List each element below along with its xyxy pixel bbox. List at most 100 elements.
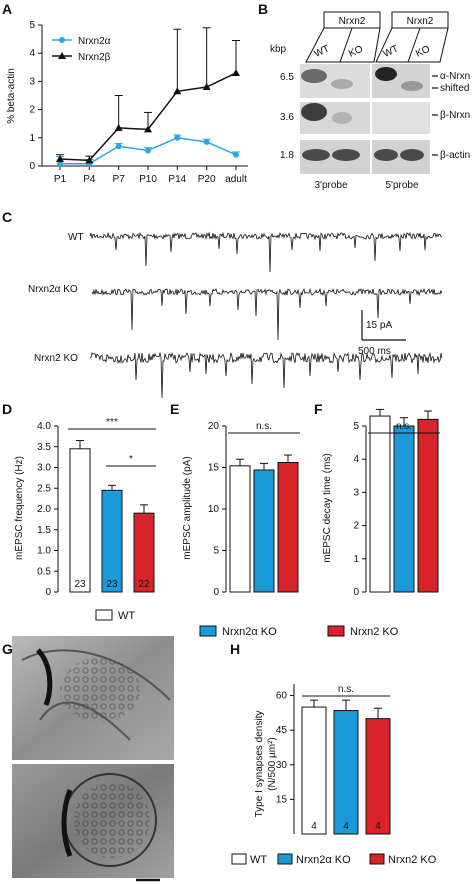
d-ytick-label: 2.0 xyxy=(37,504,51,515)
panel-label-h: H xyxy=(230,641,240,657)
d-n-label: 22 xyxy=(138,579,150,590)
scale-label-ms: 500 ms xyxy=(358,346,391,357)
legend-alpha-marker xyxy=(59,37,65,43)
panel-label-f: F xyxy=(314,401,323,417)
panel-c-mepsc-traces: WT Nrxn2α KO Nrxn2 KO 15 pA 500 ms xyxy=(28,231,443,399)
size-1-8: 1.8 xyxy=(280,150,294,161)
trace-nrxn2a-ko xyxy=(91,287,443,341)
lane-label-ko-2: KO xyxy=(414,44,432,60)
blot-strip-5p-beta xyxy=(372,102,430,134)
legend-wt-swatch xyxy=(95,609,113,621)
size-6-5: 6.5 xyxy=(280,72,294,83)
d-sig-label: *** xyxy=(106,417,118,428)
panel-a-point-beta xyxy=(85,156,94,164)
lane-label-wt-2: WT xyxy=(382,43,401,60)
e-ytick-label: 10 xyxy=(208,504,220,515)
legend-h-wt-label: WT xyxy=(250,854,267,866)
blot-header: Nrxn2 Nrxn2 WT KO WT KO xyxy=(305,11,449,63)
f-ytick-label: 2 xyxy=(353,521,359,532)
e-ytick-label: 15 xyxy=(208,463,220,474)
panel-a-point-beta xyxy=(56,154,64,162)
band-5p-ko-shifted xyxy=(401,81,423,91)
band-3p-wt-beta xyxy=(301,103,327,121)
em-top-synapse-density xyxy=(36,648,53,706)
panel-h-ylabel-line1: Type I synapses density xyxy=(254,711,265,818)
em-top-vesicles xyxy=(60,658,140,722)
panel-a-line-chart: % beta-actin 0 1 2 3 4 5 P1 P4 P7 P10 P14 P20 adult… xyxy=(6,20,248,185)
legend-beta-marker xyxy=(58,52,66,59)
h-bar xyxy=(301,706,327,835)
band-label-beta-actin: β-actin xyxy=(440,150,470,161)
panel-a-point-alpha xyxy=(174,134,181,141)
trace-label-wt: WT xyxy=(68,232,84,243)
e-ytick-label: 0 xyxy=(213,587,219,598)
h-bar xyxy=(333,710,359,835)
band-3p-wt-alpha xyxy=(301,69,327,83)
f-sig-label: n.s. xyxy=(396,421,412,432)
f-ytick-label: 1 xyxy=(353,554,359,565)
panel-label-b: B xyxy=(258,1,268,17)
panel-g-em-micrographs xyxy=(12,636,174,882)
panel-label-e: E xyxy=(170,401,179,417)
group-label-5prime: Nrxn2 xyxy=(407,16,434,27)
legend-alpha-ko-swatch xyxy=(199,625,217,637)
panel-f-bar-chart: mEPSC decay time (ms) 0 1 2 3 4 5 n.s. xyxy=(322,408,440,598)
f-ytick-label: 4 xyxy=(353,454,359,465)
d-ytick-label: 0.5 xyxy=(37,566,51,577)
e-bar xyxy=(229,465,251,593)
legend-alpha-ko-label: Nrxn2α KO xyxy=(222,626,277,638)
panel-b-northern-blot: Nrxn2 Nrxn2 WT KO WT KO kbp 6.5 3.6 1.8 xyxy=(270,11,470,191)
e-ytick-label: 5 xyxy=(213,546,219,557)
panel-a-point-beta xyxy=(173,87,182,95)
band-3p-ko-alpha xyxy=(331,79,353,89)
panel-label-d: D xyxy=(2,401,12,417)
panel-a-point-alpha xyxy=(203,139,210,146)
legend-alpha-label: Nrxn2α xyxy=(78,36,111,47)
band-label-alpha-nrxn: α-Nrxn xyxy=(440,71,470,82)
band-3p-ko-actin xyxy=(332,149,360,161)
e-sig-label: n.s. xyxy=(256,421,272,432)
scale-label-pa: 15 pA xyxy=(366,320,392,331)
d-ytick-label: 3.5 xyxy=(37,442,51,453)
h-ytick-label: 15 xyxy=(276,794,288,805)
h-n-label: 4 xyxy=(311,821,317,832)
band-label-shifted: shifted xyxy=(440,83,469,94)
h-bar xyxy=(365,718,391,835)
panel-a-ytick-label: 4 xyxy=(29,48,35,59)
lane-brackets-3prime xyxy=(305,27,381,63)
d-bar xyxy=(133,512,155,593)
legend-wt-label: WT xyxy=(118,610,135,622)
d-ytick-label: 3.0 xyxy=(37,463,51,474)
panel-a-xtick-label: P10 xyxy=(139,174,157,185)
f-bar xyxy=(393,425,415,593)
band-5p-wt-alpha xyxy=(375,67,397,81)
panel-a-point-beta xyxy=(114,123,123,131)
legend-def: WT Nrxn2α KO Nrxn2 KO xyxy=(95,609,399,638)
kbp-label: kbp xyxy=(270,44,287,55)
d-ytick-label: 1.0 xyxy=(37,546,51,557)
panel-a-xtick-label: adult xyxy=(225,174,247,185)
h-n-label: 4 xyxy=(375,821,381,832)
f-ytick-label: 0 xyxy=(353,587,359,598)
panel-a-point-alpha xyxy=(145,147,151,154)
trace-label-nrxn2-ko: Nrxn2 KO xyxy=(34,353,78,364)
em-top-membrane-1 xyxy=(21,649,171,701)
panel-f-ylabel: mEPSC decay time (ms) xyxy=(322,453,333,562)
lane-label-wt-1: WT xyxy=(313,43,332,60)
em-bottom-vesicles xyxy=(74,782,150,858)
group-label-3prime: Nrxn2 xyxy=(339,16,366,27)
legend-nrxn2-ko-label: Nrxn2 KO xyxy=(350,626,399,638)
d-bar xyxy=(101,489,123,593)
legend-nrxn2-ko-swatch xyxy=(327,625,345,637)
legend-h-alpha-ko-label: Nrxn2α KO xyxy=(296,854,351,866)
panel-a-ytick-label: 3 xyxy=(29,76,35,87)
lane-label-ko-1: KO xyxy=(347,44,365,60)
trace-nrxn2-ko xyxy=(89,351,443,399)
d-ytick-label: 0 xyxy=(45,587,51,598)
trace-wt xyxy=(89,231,443,273)
panel-a-ytick-label: 2 xyxy=(29,105,35,116)
panel-h-ylabel-line2: (N/500 µm²) xyxy=(267,737,278,791)
panel-label-c: C xyxy=(2,209,12,225)
band-5p-wt-actin xyxy=(374,149,398,161)
panel-a-xtick-label: P14 xyxy=(168,174,186,185)
